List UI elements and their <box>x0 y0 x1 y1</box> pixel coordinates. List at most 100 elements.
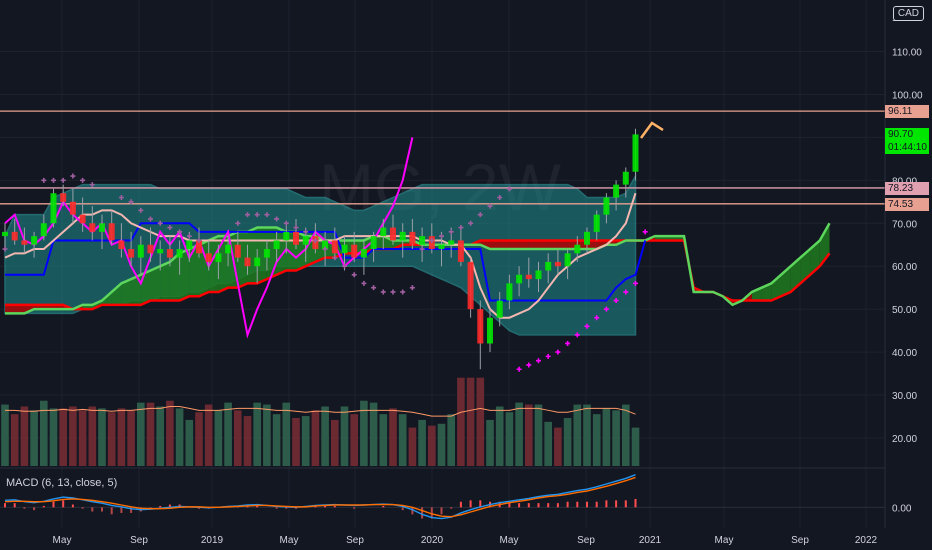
x-tick-label: 2022 <box>855 535 878 546</box>
volume-bar <box>243 416 252 466</box>
price-tag-78: 78.23 <box>885 181 929 195</box>
volume-bar <box>321 406 329 466</box>
candle-body <box>254 257 261 267</box>
macd-histogram-bar <box>159 505 162 508</box>
kumo-segment <box>179 249 190 301</box>
volume-bar <box>117 408 126 466</box>
psar-dot <box>526 362 532 368</box>
y-tick-label: 50.00 <box>892 305 917 316</box>
macd-histogram-bar <box>324 505 327 508</box>
candle-body <box>613 184 620 198</box>
candle-body <box>147 244 154 254</box>
macd-signal-line <box>4 476 636 518</box>
candle-body <box>545 261 552 271</box>
kumo-segment <box>208 236 219 292</box>
candle-body <box>564 253 571 267</box>
volume-bar <box>622 404 630 466</box>
macd-legend[interactable]: MACD (6, 13, close, 5) <box>6 477 118 489</box>
candle-body <box>293 231 299 245</box>
candle-body <box>108 223 115 241</box>
currency-badge[interactable]: CAD <box>892 6 924 21</box>
psar-dot <box>565 340 571 346</box>
macd-histogram-bar <box>586 501 588 508</box>
candle-body <box>506 283 513 301</box>
macd-histogram-bar <box>459 501 462 508</box>
psar-dot <box>516 366 522 372</box>
candle-body <box>603 197 610 215</box>
volume-bar <box>272 414 281 466</box>
candle-body <box>11 231 18 241</box>
psar-dot <box>603 306 609 312</box>
psar-dot <box>623 289 629 295</box>
volume-bar <box>631 427 640 466</box>
psar-dot <box>390 289 396 295</box>
candle-body <box>2 231 8 237</box>
macd-histogram-bar <box>23 507 26 509</box>
volume-bar <box>398 414 407 466</box>
candle-body <box>215 253 222 262</box>
candle-body <box>535 270 542 280</box>
volume-bar <box>457 377 465 466</box>
macd-tick-label: 0.00 <box>892 503 912 514</box>
volume-bar <box>369 402 378 466</box>
kumo-segment <box>557 240 568 250</box>
volume-bar <box>40 400 48 466</box>
macd-histogram-bar <box>566 501 569 508</box>
macd-histogram-bar <box>547 503 550 508</box>
arrow-annotation-icon[interactable] <box>639 121 664 139</box>
y-tick-label: 30.00 <box>892 391 917 402</box>
volume-bar <box>224 402 232 466</box>
y-tick-label: 40.00 <box>892 348 917 359</box>
macd-histogram-bar <box>110 507 113 515</box>
y-tick-label: 70.00 <box>892 219 917 230</box>
time-axis[interactable]: May Sep 2019 May Sep 2020 May Sep 2021 May Sep 2022 <box>53 535 878 546</box>
kumo-segment <box>509 240 520 250</box>
candle-body <box>263 249 270 258</box>
macd-histogram-bar <box>595 501 598 508</box>
macd-histogram-bar <box>440 507 443 515</box>
candle-body <box>99 223 105 232</box>
macd-histogram-bar <box>333 505 336 508</box>
x-tick-label: May <box>280 535 299 546</box>
candle-body <box>467 261 474 310</box>
psar-dot <box>351 272 357 278</box>
macd-histogram-bar <box>33 507 36 511</box>
candle-body <box>409 231 416 245</box>
candle-body <box>593 214 600 232</box>
candle-body <box>302 236 309 245</box>
horizontal-levels <box>0 110 885 205</box>
volume-bar <box>573 404 582 466</box>
volume-bar <box>78 410 87 466</box>
kumo-segment <box>111 283 122 305</box>
kumo-segment <box>247 227 258 284</box>
psar-dot <box>371 285 377 291</box>
candle-body <box>137 244 144 258</box>
psar-dot <box>555 349 561 355</box>
psar-dot <box>283 220 289 226</box>
price-tag-96: 96.11 <box>885 105 929 119</box>
candle-body <box>157 249 164 254</box>
macd-histogram-bar <box>421 507 424 519</box>
volume-bar <box>175 408 184 466</box>
x-tick-label: 2021 <box>639 535 662 546</box>
candle-body <box>166 249 173 258</box>
macd-histogram-bar <box>576 501 579 508</box>
candle-body <box>118 240 125 250</box>
psar-dot <box>545 353 551 359</box>
psar-dot <box>303 229 309 235</box>
candle-body <box>341 244 348 254</box>
candle-body <box>69 201 76 215</box>
candle-body <box>176 249 183 258</box>
volume-bar <box>1 404 9 466</box>
psar-dot <box>468 220 474 226</box>
kumo-segment <box>499 240 510 250</box>
psar-dot <box>419 246 425 252</box>
psar-dot <box>380 289 386 295</box>
volume-bar <box>20 406 29 466</box>
volume-bar <box>234 410 242 466</box>
candle-body <box>89 223 96 232</box>
kumo-segment <box>169 253 180 301</box>
candle-body <box>584 231 590 245</box>
macd-histogram-bar <box>479 500 482 508</box>
